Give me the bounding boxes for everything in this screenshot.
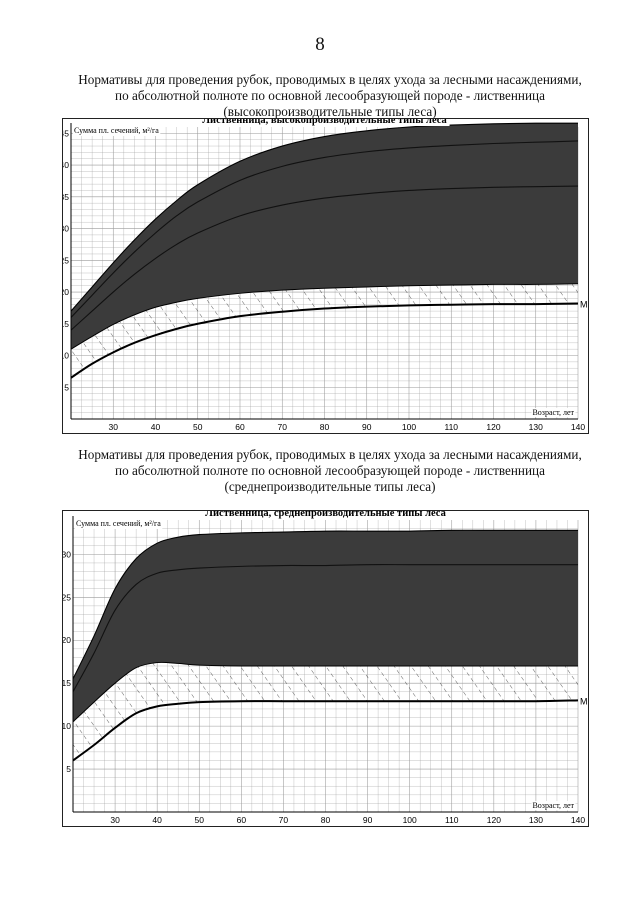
x-tick-label: 130 — [529, 815, 543, 825]
x-tick-label: 100 — [402, 422, 416, 432]
series-line-4 — [70, 140, 579, 318]
band-hatched — [71, 283, 578, 378]
x-axis-label-bg — [531, 801, 576, 810]
chart2-frame: M 5 10 15 20 25 30 30 40 50 60 70 80 90 100 110 120 130 14… — [62, 510, 589, 827]
y-tick-label: 5 — [64, 382, 69, 392]
y-tick-label: 25 — [63, 592, 71, 602]
chart-title: Лиственница, высокопроизводительные типы… — [202, 119, 447, 126]
y-tick-label: 35 — [63, 192, 69, 202]
x-tick-label: 40 — [151, 422, 161, 432]
x-tick-label: 50 — [193, 422, 203, 432]
band-dark — [73, 530, 578, 722]
x-tick-label: 130 — [529, 422, 543, 432]
x-tick-label: 80 — [321, 815, 331, 825]
y-axis-label-bg — [73, 125, 161, 136]
y-tick-label: 15 — [63, 678, 71, 688]
y-axis-label-bg — [75, 518, 163, 529]
x-tick-label: 120 — [487, 815, 501, 825]
chart1-heading: Нормативы для проведения рубок, проводим… — [50, 72, 610, 120]
band-hatched — [73, 662, 578, 761]
chart2-heading: Нормативы для проведения рубок, проводим… — [50, 447, 610, 495]
x-tick-label: 90 — [363, 815, 373, 825]
x-tick-label: 60 — [235, 422, 245, 432]
chart1-plot: M 5 10 15 20 25 30 35 40 45 30 40 50 60 70 80 90 100 110 12… — [63, 119, 588, 432]
y-tick-label: 15 — [63, 319, 69, 329]
y-tick-label: 10 — [63, 351, 69, 361]
chart1-heading-line3: (высокопроизводительные типы леса) — [223, 104, 437, 119]
y-tick-label: 30 — [63, 549, 71, 559]
x-tick-label: 80 — [320, 422, 330, 432]
x-axis-label: Возраст, лет — [532, 408, 574, 417]
series-line-3 — [72, 564, 578, 693]
chart1-frame: M 5 10 15 20 25 30 35 40 45 30 40 50 60 70 80 90 100 110 12… — [62, 118, 589, 434]
x-tick-label: 120 — [486, 422, 500, 432]
series-line-5 — [70, 122, 579, 312]
chart2-heading-line1: Нормативы для проведения рубок, проводим… — [78, 447, 582, 462]
chart-title-bg — [203, 511, 449, 519]
x-tick-label: 30 — [110, 815, 120, 825]
x-tick-label: 90 — [362, 422, 372, 432]
y-tick-label: 10 — [63, 721, 71, 731]
x-tick-label: 100 — [403, 815, 417, 825]
series-line-2 — [72, 661, 578, 723]
x-tick-label: 140 — [571, 422, 585, 432]
marker-label: M — [580, 299, 588, 309]
y-axis-label: Сумма пл. сечений, м²/га — [74, 126, 159, 135]
y-tick-label: 5 — [66, 764, 71, 774]
x-axis-label: Возраст, лет — [532, 801, 574, 810]
x-tick-label: 110 — [444, 422, 458, 432]
x-axis-label-bg — [531, 408, 576, 417]
x-tick-label: 140 — [571, 815, 585, 825]
x-tick-label: 70 — [279, 815, 289, 825]
series-line-4 — [72, 529, 578, 680]
chart1-heading-line1: Нормативы для проведения рубок, проводим… — [78, 72, 582, 87]
x-tick-label: 110 — [445, 815, 459, 825]
x-tick-label: 70 — [278, 422, 288, 432]
y-tick-label: 30 — [63, 224, 69, 234]
chart-title-bg — [200, 119, 450, 126]
page-number: 8 — [315, 34, 325, 55]
chart2-heading-line2: по абсолютной полноте по основной лесооб… — [115, 463, 545, 478]
x-tick-label: 60 — [237, 815, 247, 825]
marker-label: M — [580, 696, 588, 706]
x-tick-label: 50 — [195, 815, 205, 825]
chart1-heading-line2: по абсолютной полноте по основной лесооб… — [115, 88, 545, 103]
x-tick-label: 30 — [109, 422, 119, 432]
band-dark — [71, 123, 578, 350]
y-tick-label: 20 — [63, 287, 69, 297]
series-line-2 — [70, 283, 579, 350]
chart2-heading-line3: (среднепроизводительные типы леса) — [224, 479, 436, 494]
y-tick-label: 45 — [63, 128, 69, 138]
series-line-1 — [72, 699, 579, 762]
chart2-plot: M 5 10 15 20 25 30 30 40 50 60 70 80 90 100 110 120 130 14… — [63, 511, 588, 825]
y-tick-label: 25 — [63, 255, 69, 265]
chart-title: Лиственница, среднепроизводительные типы… — [205, 511, 446, 519]
x-tick-label: 40 — [152, 815, 162, 825]
series-line-1 — [70, 302, 579, 379]
series-line-3 — [70, 185, 579, 331]
y-tick-label: 40 — [63, 160, 69, 170]
y-axis-label: Сумма пл. сечений, м²/га — [76, 519, 161, 528]
y-tick-label: 20 — [63, 635, 71, 645]
